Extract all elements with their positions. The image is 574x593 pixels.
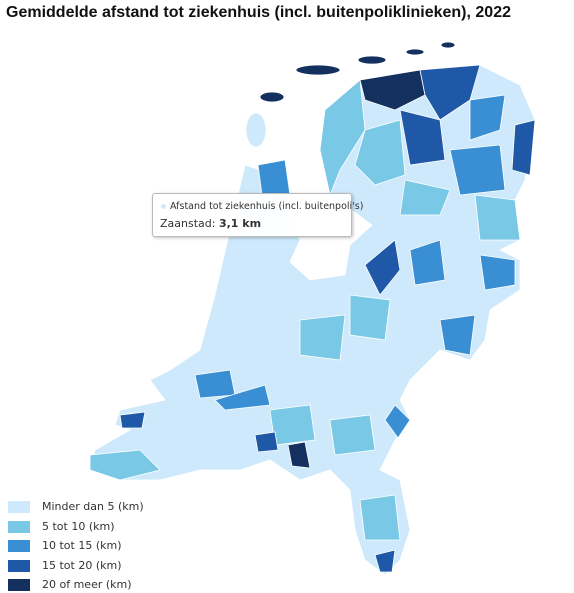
region (329, 414, 376, 456)
region (119, 411, 146, 429)
map-title: Gemiddelde afstand tot ziekenhuis (incl.… (6, 4, 511, 21)
legend-swatch (8, 540, 30, 552)
region (384, 404, 411, 439)
island (440, 41, 456, 49)
region (354, 119, 406, 186)
region (269, 404, 316, 446)
region (449, 144, 506, 196)
region (257, 159, 291, 196)
tooltip-region: Zaanstad: (160, 217, 216, 230)
region (359, 494, 401, 541)
region (349, 294, 391, 341)
island (245, 112, 267, 148)
island (259, 91, 285, 103)
region (89, 449, 161, 481)
legend-label: 10 tot 15 (km) (42, 539, 122, 552)
legend-swatch (8, 520, 30, 533)
legend-swatch (8, 501, 30, 513)
legend-label: 15 tot 20 (km) (42, 558, 122, 572)
tooltip-row: Zaanstad: 3,1 km (160, 217, 261, 230)
tooltip: Afstand tot ziekenhuis (incl. buitenpoli… (152, 193, 363, 237)
region (474, 194, 521, 241)
legend-swatch (8, 559, 30, 572)
region (419, 64, 481, 121)
region (364, 239, 401, 296)
tooltip-value: 3,1 km (218, 217, 262, 230)
legend-label: 20 of meer (km) (42, 578, 132, 591)
region (511, 119, 536, 176)
region (374, 549, 396, 573)
region (214, 384, 271, 411)
region (299, 314, 346, 361)
island (295, 64, 341, 76)
region (409, 239, 446, 286)
region (254, 431, 279, 453)
legend-label: Minder dan 5 (km) (42, 500, 144, 513)
region (439, 314, 476, 356)
region (194, 369, 236, 399)
island (405, 48, 425, 56)
tooltip-series: Afstand tot ziekenhuis (incl. buitenpoli… (161, 201, 363, 212)
region (399, 109, 446, 166)
region (469, 94, 506, 141)
island (357, 55, 387, 65)
region (399, 179, 451, 216)
region (359, 69, 426, 111)
region (479, 254, 516, 291)
region (287, 441, 311, 469)
legend-label: 5 tot 10 (km) (42, 519, 115, 533)
legend-swatch (8, 579, 30, 591)
